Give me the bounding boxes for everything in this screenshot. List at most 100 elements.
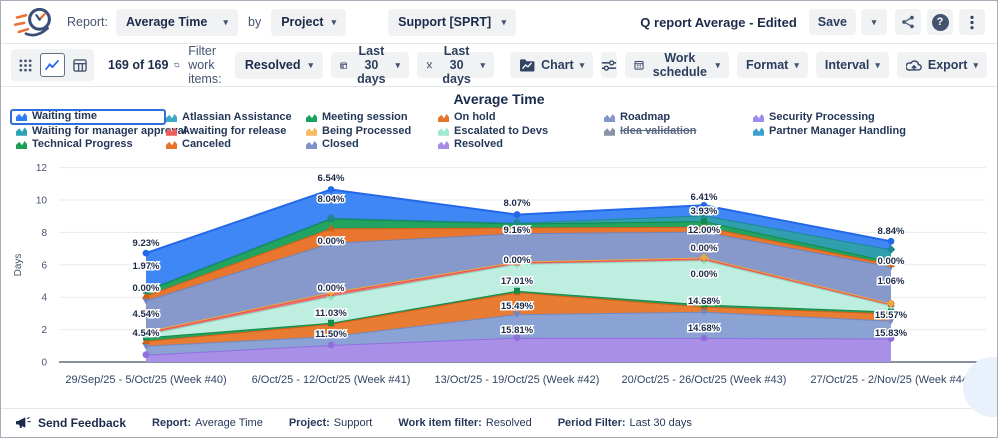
status-filter-dropdown[interactable]: Resolved ▾	[234, 51, 324, 79]
share-icon	[902, 15, 914, 29]
area-band-canceled[interactable]	[146, 292, 891, 346]
report-type-dropdown[interactable]: Average Time ▾	[116, 8, 238, 36]
data-point-resolved[interactable]	[327, 341, 335, 349]
legend-item-partner-manager-handling[interactable]: Partner Manager Handling	[753, 125, 953, 139]
grid-view-button[interactable]	[13, 53, 38, 77]
data-point-label: 0.00%	[878, 256, 905, 267]
data-point-roadmap[interactable]	[327, 239, 335, 247]
chart-settings-button[interactable]	[601, 52, 618, 78]
legend-item-resolved[interactable]: Resolved	[438, 138, 604, 152]
legend-item-canceled[interactable]: Canceled	[166, 138, 306, 152]
data-point-waiting-time[interactable]	[513, 211, 521, 218]
data-point-resolved[interactable]	[142, 351, 150, 359]
data-point-on-hold[interactable]	[327, 224, 335, 232]
legend-item-on-hold[interactable]: On hold	[438, 111, 604, 125]
data-point-waiting-time[interactable]	[700, 201, 708, 209]
data-point-resolved[interactable]	[887, 335, 895, 342]
y-tick-label: 10	[36, 196, 48, 207]
x-axis-label-week: 20/Oct/25 - 26/Oct/25 (Week #43)	[622, 374, 787, 386]
export-dropdown[interactable]: Export ▾	[896, 52, 987, 78]
save-button[interactable]: Save	[808, 9, 856, 35]
footer-report-value: Average Time	[195, 417, 263, 429]
data-point-waiting-time[interactable]	[887, 237, 895, 245]
group-by-dropdown[interactable]: Project ▾	[271, 8, 347, 36]
data-point-partner-manager-handling[interactable]	[141, 285, 151, 295]
data-point-technical-progress[interactable]	[328, 319, 334, 326]
data-point-waiting-time[interactable]	[327, 186, 335, 193]
data-point-being-processed[interactable]	[512, 257, 522, 266]
data-point-partner-manager-handling[interactable]	[326, 213, 336, 223]
format-dropdown[interactable]: Format ▾	[736, 52, 808, 78]
legend-area-icon	[306, 113, 317, 123]
grid-icon	[19, 58, 32, 72]
legend-item-closed[interactable]: Closed	[306, 138, 438, 152]
report-label: Report:	[67, 15, 108, 29]
data-point-on-hold[interactable]	[513, 223, 521, 231]
period-filter-value: Last 30 days	[442, 44, 471, 86]
legend-item-atlassian-assistance[interactable]: Atlassian Assistance	[166, 111, 306, 125]
data-point-resolved[interactable]	[513, 334, 521, 342]
calendar-range-dropdown[interactable]: Last 30 days ▾	[331, 44, 410, 86]
chevron-down-icon: ▾	[715, 59, 720, 70]
period-filter-dropdown[interactable]: Last 30 days ▾	[417, 44, 495, 86]
data-point-technical-progress[interactable]	[701, 301, 707, 308]
area-band-resolved[interactable]	[146, 337, 891, 362]
data-point-waiting-time[interactable]	[142, 249, 150, 257]
data-point-resolved[interactable]	[700, 334, 708, 342]
data-point-being-processed[interactable]	[141, 327, 151, 336]
legend-item-security-processing[interactable]: Security Processing	[753, 111, 953, 125]
legend-item-idea-validation[interactable]: Idea validation	[604, 125, 753, 139]
send-feedback-button[interactable]: Send Feedback	[15, 416, 126, 430]
data-point-closed[interactable]	[700, 308, 708, 316]
data-point-roadmap[interactable]	[513, 230, 521, 238]
footer-filter-value: Resolved	[485, 417, 532, 429]
data-point-closed[interactable]	[513, 311, 521, 319]
data-point-meeting-session[interactable]	[888, 258, 894, 265]
data-point-technical-progress[interactable]	[514, 287, 520, 294]
legend-area-icon	[16, 127, 27, 136]
legend-item-technical-progress[interactable]: Technical Progress	[16, 138, 166, 152]
refresh-icon[interactable]	[174, 58, 180, 72]
table-view-button[interactable]	[67, 53, 92, 77]
legend-item-roadmap[interactable]: Roadmap	[604, 111, 753, 125]
legend-item-label: Waiting time	[32, 110, 97, 123]
legend-item-awaiting-for-release[interactable]: Awaiting for release	[166, 125, 306, 139]
report-type-value: Average Time	[126, 15, 208, 29]
data-point-closed[interactable]	[327, 333, 335, 340]
chart-legend: Waiting time Waiting for manager approval…	[10, 109, 953, 152]
footer-project-pair: Project: Support	[289, 417, 373, 429]
share-button[interactable]	[895, 9, 921, 35]
data-point-meeting-session[interactable]	[701, 218, 707, 225]
data-point-label: 0.00%	[318, 283, 345, 294]
average-time-stacked-area-chart[interactable]: 0 2 4 6 8 10 12 Days 9.23% 1.97% 0.00% 4.54% 4.54% 6.…	[1, 153, 998, 403]
help-button[interactable]: ?	[927, 9, 953, 35]
project-dropdown[interactable]: Support [SPRT] ▾	[388, 8, 517, 36]
legend-item-waiting-time[interactable]: Waiting time	[10, 109, 166, 125]
data-point-label: 15.83%	[875, 328, 908, 339]
data-point-on-hold[interactable]	[700, 222, 708, 230]
chart-view-button[interactable]	[40, 53, 65, 77]
data-point-technical-progress[interactable]	[888, 308, 894, 315]
legend-item-being-processed[interactable]: Being Processed	[306, 125, 438, 139]
data-point-closed[interactable]	[142, 342, 150, 350]
save-options-button[interactable]: ▾	[861, 9, 887, 35]
legend-area-icon	[166, 127, 177, 136]
legend-item-escalated-to-devs[interactable]: Escalated to Devs	[438, 125, 604, 139]
data-point-roadmap[interactable]	[142, 297, 150, 305]
data-point-label: 0.00%	[504, 255, 531, 266]
chart-type-dropdown[interactable]: Chart ▾	[510, 52, 594, 78]
interval-dropdown[interactable]: Interval ▾	[815, 52, 889, 78]
data-point-on-hold[interactable]	[142, 291, 150, 299]
legend-item-meeting-session[interactable]: Meeting session	[306, 111, 438, 125]
data-point-being-processed[interactable]	[326, 288, 336, 297]
work-schedule-dropdown[interactable]: Work schedule ▾	[625, 51, 729, 79]
legend-item-waiting-for-manager-approval[interactable]: Waiting for manager approval	[16, 125, 187, 139]
more-options-button[interactable]	[959, 9, 985, 35]
data-point-roadmap[interactable]	[700, 228, 708, 236]
data-point-canceled[interactable]	[142, 337, 150, 344]
legend-item-label: Technical Progress	[32, 138, 133, 151]
data-point-label: 6.54%	[318, 173, 345, 184]
data-point-closed[interactable]	[887, 317, 895, 325]
legend-item-label: Escalated to Devs	[454, 124, 549, 137]
area-band-escalated-to-devs[interactable]	[146, 260, 891, 338]
